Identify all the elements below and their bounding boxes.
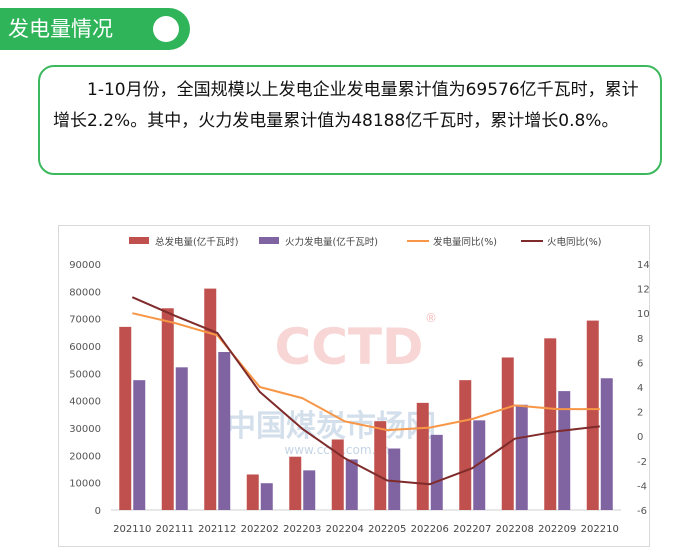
left-tick-label: 70000 bbox=[69, 315, 101, 326]
line-generation-yoy bbox=[132, 312, 600, 432]
right-tick-label: -6 bbox=[637, 506, 647, 517]
left-tick-label: 40000 bbox=[69, 397, 101, 408]
section-title: 发电量情况 bbox=[8, 17, 113, 41]
x-tick-label: 202207 bbox=[453, 524, 491, 535]
left-tick-label: 50000 bbox=[69, 369, 101, 380]
right-tick-label: -2 bbox=[637, 457, 647, 468]
legend-swatch-0 bbox=[129, 237, 149, 244]
bar-total bbox=[544, 338, 557, 510]
header-circle-icon bbox=[153, 16, 179, 42]
bar-total bbox=[289, 456, 302, 510]
bar-thermal bbox=[218, 352, 231, 510]
x-tick-label: 202110 bbox=[113, 524, 151, 535]
x-axis: 202110 202111 202112 202202 202203 202204 2022… bbox=[111, 509, 621, 535]
bar-total bbox=[416, 402, 429, 510]
x-tick-label: 202206 bbox=[411, 524, 449, 535]
x-tick-label: 202205 bbox=[368, 524, 406, 535]
bar-thermal bbox=[345, 459, 358, 510]
x-tick-label: 202209 bbox=[538, 524, 576, 535]
left-tick-label: 60000 bbox=[69, 342, 101, 353]
bar-thermal bbox=[303, 470, 316, 510]
legend-label-0: 总发电量(亿千瓦时) bbox=[155, 236, 238, 248]
watermark: CCTD®中国煤炭市场网www.cctd.com.cn bbox=[226, 311, 437, 457]
right-tick-label: 8 bbox=[637, 334, 643, 345]
left-tick-label: 20000 bbox=[69, 451, 101, 462]
bar-total bbox=[246, 474, 259, 510]
bar-total bbox=[501, 357, 514, 510]
left-tick-label: 0 bbox=[95, 506, 101, 517]
bar-total bbox=[204, 288, 217, 510]
section-header: 发电量情况 bbox=[0, 8, 190, 50]
watermark-logo: CCTD bbox=[275, 318, 424, 376]
right-tick-label: 12 bbox=[637, 285, 649, 296]
watermark-registered: ® bbox=[425, 311, 437, 325]
chart-container: CCTD®中国煤炭市场网www.cctd.com.cn 总发电量(亿千瓦时) 火力… bbox=[58, 225, 650, 547]
left-tick-label: 10000 bbox=[69, 479, 101, 490]
legend-label-3: 火电同比(%) bbox=[547, 236, 601, 248]
right-tick-label: 4 bbox=[637, 383, 643, 394]
right-tick-label: 14 bbox=[637, 260, 649, 271]
right-axis: 14 12 10 8 6 4 2 0 -2 -4 -6 bbox=[637, 260, 650, 517]
bar-thermal bbox=[515, 404, 528, 510]
bar-thermal bbox=[175, 367, 188, 510]
bar-total bbox=[331, 439, 344, 510]
x-tick-label: 202111 bbox=[156, 524, 194, 535]
right-tick-label: -4 bbox=[637, 481, 647, 492]
bars bbox=[119, 288, 613, 510]
right-tick-label: 2 bbox=[637, 408, 643, 419]
bar-total bbox=[374, 421, 387, 510]
left-axis: 90000 80000 70000 60000 50000 40000 30000 20000… bbox=[69, 260, 101, 517]
x-tick-label: 202203 bbox=[283, 524, 321, 535]
bar-thermal bbox=[558, 391, 571, 510]
lines bbox=[131, 296, 600, 486]
bar-total bbox=[459, 380, 472, 510]
right-tick-label: 0 bbox=[637, 432, 643, 443]
legend-label-1: 火力发电量(亿千瓦时) bbox=[285, 236, 378, 248]
bar-thermal bbox=[600, 378, 613, 510]
bar-thermal bbox=[388, 448, 401, 510]
x-tick-label: 202112 bbox=[198, 524, 236, 535]
right-tick-label: 10 bbox=[637, 309, 649, 320]
summary-box: 1-10月份，全国规模以上发电企业发电量累计值为69576亿千瓦时，累计增长2.… bbox=[38, 65, 662, 175]
bar-total bbox=[161, 308, 174, 510]
right-tick-label: 6 bbox=[637, 358, 643, 369]
left-tick-label: 30000 bbox=[69, 424, 101, 435]
x-tick-label: 202202 bbox=[241, 524, 279, 535]
left-tick-label: 90000 bbox=[69, 260, 101, 271]
legend-swatch-1 bbox=[259, 237, 279, 244]
bar-total bbox=[119, 326, 132, 510]
bar-thermal bbox=[473, 420, 486, 510]
bar-thermal bbox=[133, 380, 146, 510]
x-tick-label: 202208 bbox=[496, 524, 534, 535]
x-tick-label: 202204 bbox=[326, 524, 364, 535]
bar-thermal bbox=[430, 434, 443, 510]
x-tick-label: 202210 bbox=[581, 524, 619, 535]
line-thermal-yoy bbox=[131, 296, 600, 486]
combo-chart: CCTD®中国煤炭市场网www.cctd.com.cn 总发电量(亿千瓦时) 火力… bbox=[69, 236, 650, 535]
left-tick-label: 80000 bbox=[69, 287, 101, 298]
bar-thermal bbox=[260, 483, 273, 510]
legend: 总发电量(亿千瓦时) 火力发电量(亿千瓦时) 发电量同比(%) 火电同比(%) bbox=[129, 236, 601, 248]
summary-text: 1-10月份，全国规模以上发电企业发电量累计值为69576亿千瓦时，累计增长2.… bbox=[53, 80, 639, 131]
legend-label-2: 发电量同比(%) bbox=[433, 236, 497, 248]
bar-total bbox=[586, 320, 599, 510]
